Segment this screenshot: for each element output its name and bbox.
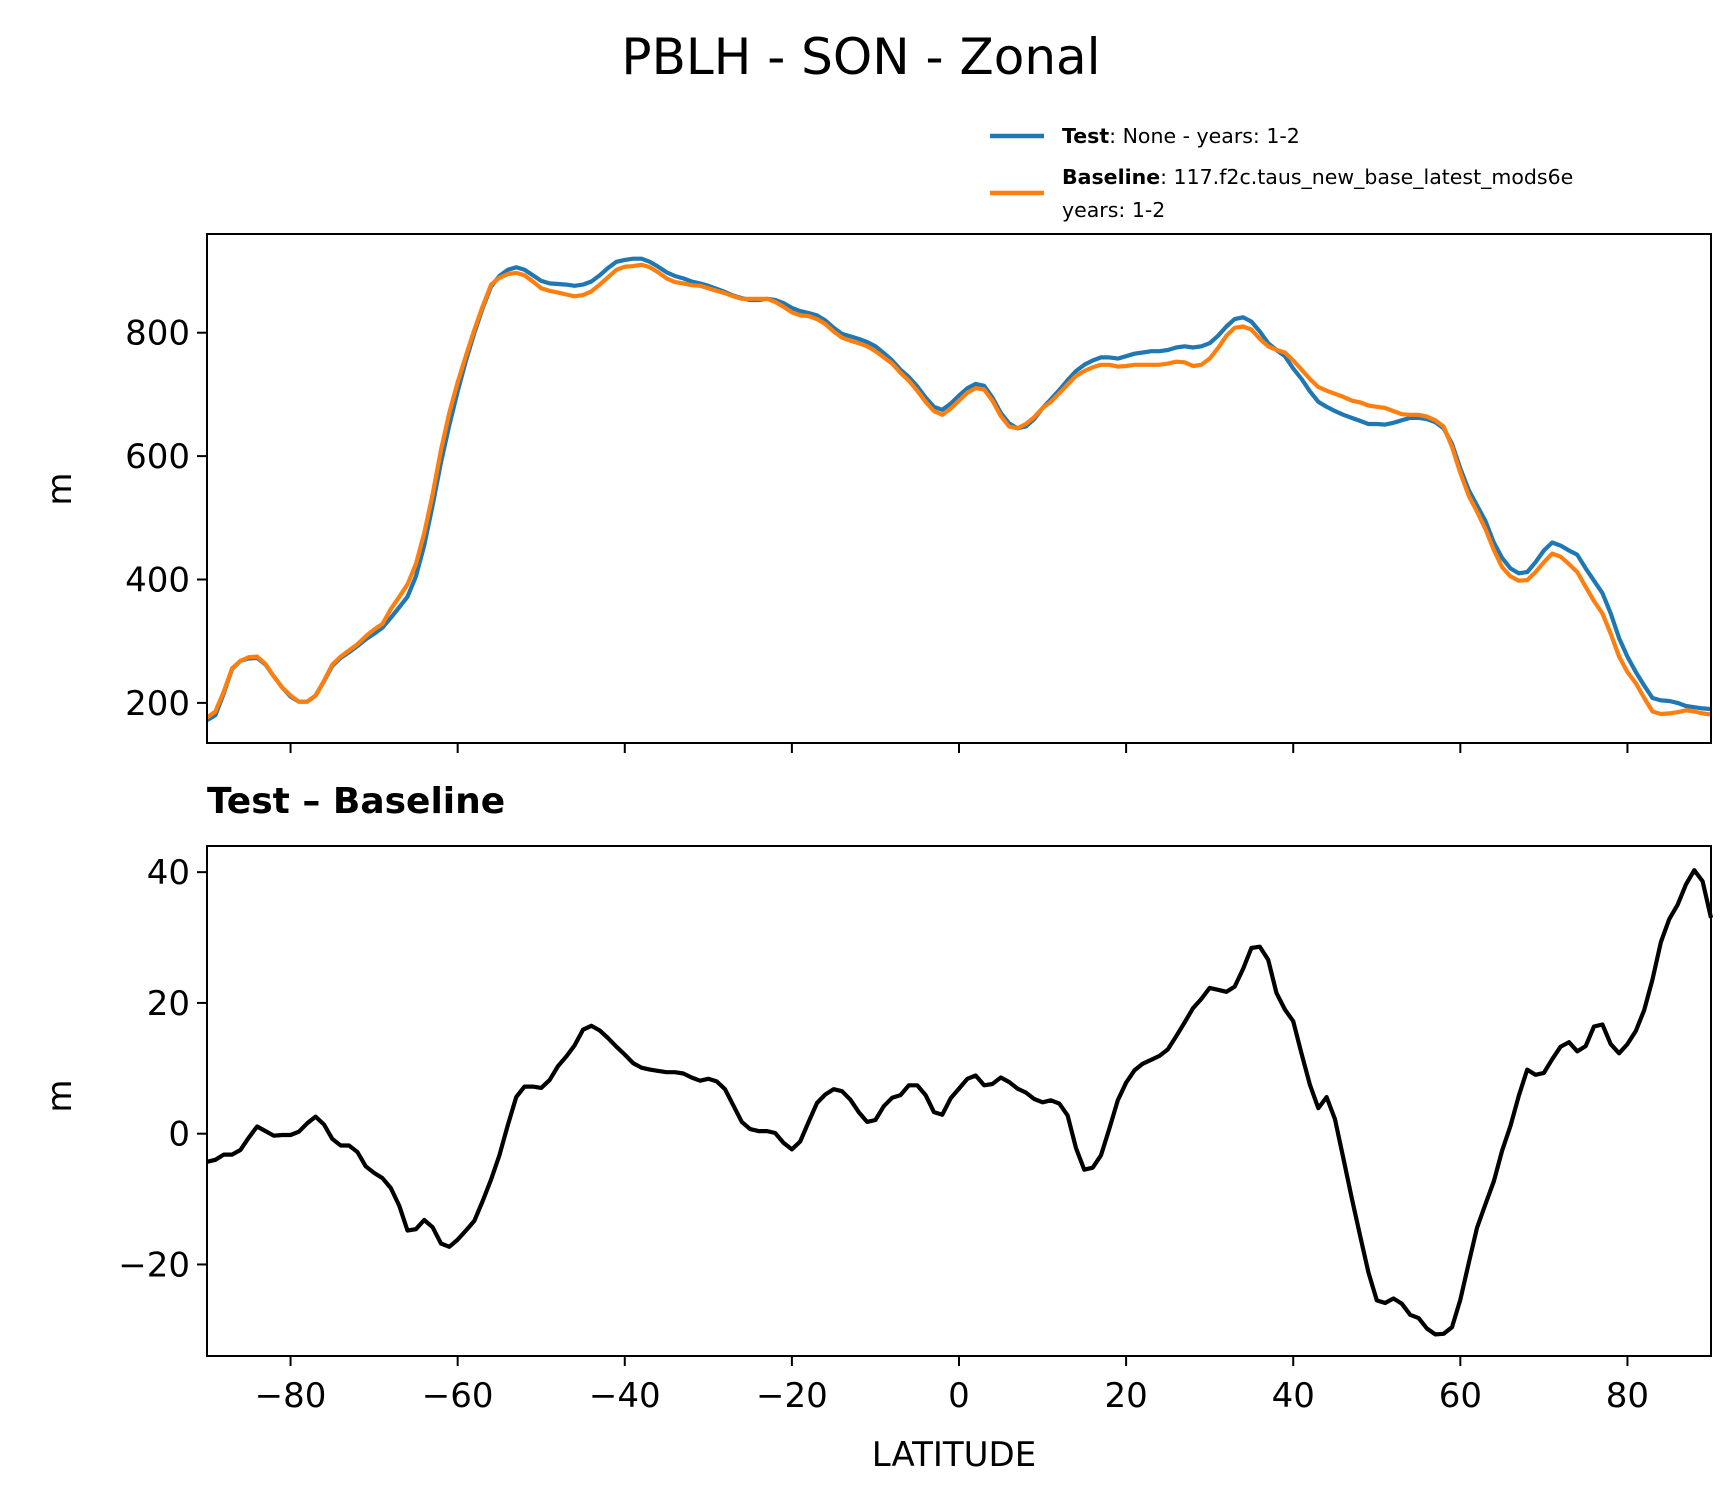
bottom-axes-frame [206, 845, 1712, 1357]
top-ytick-label: 800 [125, 314, 190, 354]
bottom-ylabel: m [40, 1079, 80, 1112]
top-ytick-label: 600 [125, 437, 190, 477]
legend-label-test: Test: None - years: 1-2 [1062, 124, 1300, 148]
legend-label-baseline-line2: years: 1-2 [1062, 198, 1165, 222]
bottom-series-diff-line [206, 868, 1714, 1337]
legend-test-name: Test [1062, 124, 1109, 148]
xtick-label: −20 [756, 1376, 828, 1416]
xtick-label: 80 [1606, 1376, 1649, 1416]
xtick-label: −80 [255, 1376, 327, 1416]
top-panel: m 200 400 600 800 [40, 233, 1712, 753]
top-ytick-label: 200 [125, 684, 190, 724]
legend-baseline-desc: : 117.f2c.taus_new_base_latest_mods6e [1160, 165, 1573, 190]
xtick-label: 0 [948, 1376, 970, 1416]
legend-test-desc: : None - years: 1-2 [1109, 124, 1300, 148]
top-series-baseline-line [205, 262, 1712, 720]
bottom-ytick-label: 40 [147, 853, 190, 893]
xtick-label: 40 [1272, 1376, 1315, 1416]
top-ytick-label: 400 [125, 561, 190, 601]
top-ylabel: m [40, 472, 80, 505]
legend-baseline-name: Baseline [1062, 165, 1160, 189]
bottom-ytick-label: 0 [168, 1115, 190, 1155]
bottom-panel: Test – Baseline m LATITUDE −20 0 20 40 −80 −6… [40, 781, 1714, 1475]
bottom-ytick-label: −20 [118, 1245, 190, 1285]
legend-label-baseline: Baseline: 117.f2c.taus_new_base_latest_m… [1062, 165, 1573, 190]
bottom-ytick-label: 20 [147, 984, 190, 1024]
xtick-label: 60 [1439, 1376, 1482, 1416]
xtick-label: 20 [1104, 1376, 1147, 1416]
figure-title: PBLH - SON - Zonal [621, 28, 1100, 86]
x-axis-label: LATITUDE [872, 1435, 1036, 1475]
diff-title: Test – Baseline [207, 781, 505, 822]
xtick-label: −60 [422, 1376, 494, 1416]
legend: Test: None - years: 1-2 Baseline: 117.f2… [990, 124, 1573, 222]
xtick-label: −40 [589, 1376, 661, 1416]
